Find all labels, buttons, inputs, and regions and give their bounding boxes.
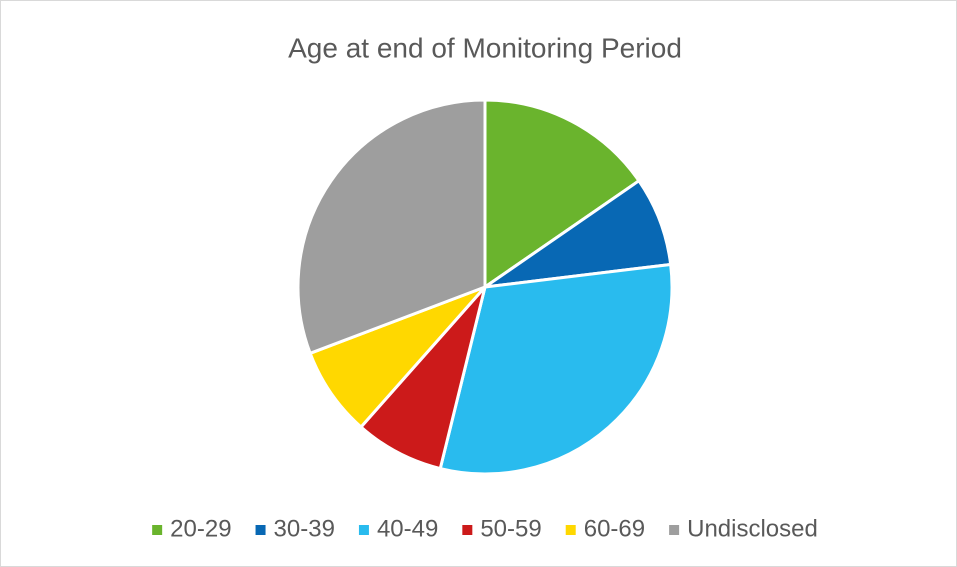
legend-swatch [669,525,680,535]
legend-swatch [152,525,163,535]
legend-swatch [255,525,266,535]
chart-title: Age at end of Monitoring Period [288,32,682,63]
legend-label: 50-59 [480,515,541,542]
legend-swatch [462,525,473,535]
pie-slice [438,262,674,476]
pie-slice [483,98,641,289]
legend-label: 40-49 [377,515,438,542]
pie-slice [296,98,487,355]
legend-swatch [565,525,576,535]
legend-label: 60-69 [584,515,645,542]
legend-swatch [358,525,369,535]
legend-label: 30-39 [274,515,335,542]
legend-label: 20-29 [170,515,231,542]
legend-label: Undisclosed [687,515,818,542]
